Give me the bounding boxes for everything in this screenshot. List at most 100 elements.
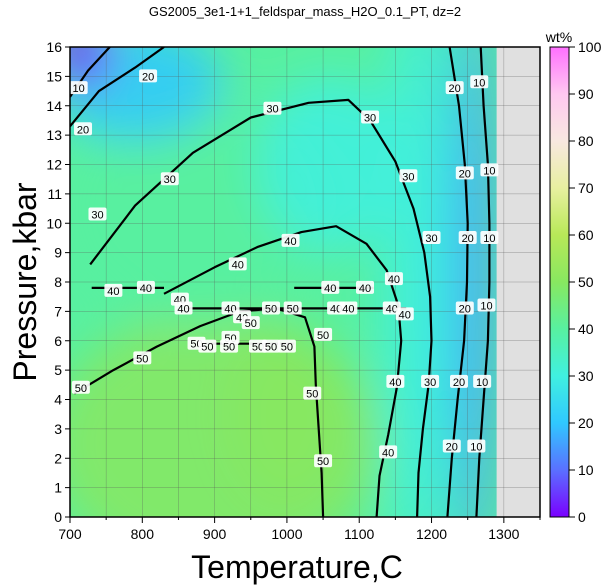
- contour-label-5: 30: [263, 101, 282, 116]
- contour-label-27: 50: [71, 380, 90, 395]
- y-tick-label-7: 7: [54, 303, 62, 319]
- y-tick-label-1: 1: [54, 480, 62, 496]
- contour-line-20-9: [70, 47, 165, 127]
- colorbar-tick-100: 100: [578, 39, 602, 55]
- y-tick-label-3: 3: [54, 421, 62, 437]
- contour-label-39: 50: [314, 327, 333, 342]
- contour-label-text: 50: [252, 342, 264, 354]
- contour-label-box: [386, 374, 405, 388]
- contour-label-box: [384, 272, 403, 286]
- contour-label-47: 10: [467, 439, 486, 454]
- contour-label-text: 50: [136, 353, 148, 365]
- contour-label-11: 40: [281, 233, 300, 248]
- contour-label-box: [314, 327, 333, 341]
- contour-label-text: 40: [140, 283, 152, 295]
- contour-label-box: [88, 207, 107, 221]
- contour-label-box: [421, 374, 440, 388]
- contour-label-text: 30: [424, 377, 436, 389]
- contour-label-6: 30: [361, 110, 380, 125]
- contour-label-text: 50: [223, 342, 235, 354]
- contour-label-35: 50: [220, 339, 239, 354]
- contour-label-box: [480, 230, 499, 244]
- contour-label-12: 40: [384, 272, 403, 286]
- contour-label-box: [70, 81, 88, 95]
- contour-label-text: 40: [330, 303, 342, 315]
- colorbar-tick-50: 50: [578, 274, 594, 290]
- contour-label-text: 40: [342, 303, 354, 315]
- contour-label-34: 50: [198, 339, 217, 354]
- contour-label-text: 50: [265, 342, 277, 354]
- y-tick-label-16: 16: [46, 39, 62, 55]
- colorbar-tick-40: 40: [578, 321, 594, 337]
- contour-label-box: [160, 172, 179, 186]
- contour-label-text: 10: [480, 301, 492, 313]
- contour-label-20: 40: [174, 301, 193, 315]
- contour-label-box: [356, 280, 375, 294]
- contour-label-box: [455, 301, 474, 315]
- contour-label-18: 40: [321, 280, 340, 295]
- contour-label-text: 20: [453, 377, 465, 389]
- contour-label-box: [455, 166, 474, 180]
- colorbar-ticks: 0 10 20 30 40 50 60 70 80 90 100: [569, 39, 602, 525]
- contour-label-box: [477, 298, 496, 312]
- contour-label-0: 10: [70, 81, 88, 95]
- x-tick-label-1200: 1200: [416, 526, 447, 542]
- contour-label-text: 40: [324, 283, 336, 295]
- contour-label-30: 50: [283, 301, 302, 315]
- contour-label-text: 20: [462, 233, 474, 245]
- contour-label-box: [480, 163, 499, 177]
- contour-label-box: [470, 75, 489, 89]
- contour-label-text: 10: [476, 377, 488, 389]
- contour-label-text: 20: [459, 303, 471, 315]
- contour-label-box: [104, 283, 123, 297]
- contour-label-box: [303, 386, 322, 400]
- contour-label-box: [241, 316, 260, 330]
- contour-label-13: 40: [386, 374, 405, 389]
- contour-label-box: [133, 351, 152, 365]
- contour-label-text: 20: [449, 83, 461, 95]
- chart-title: GS2005_3e1-1+1_feldspar_mass_H2O_0.1_PT,…: [149, 4, 461, 19]
- contour-label-box: [321, 280, 340, 294]
- contour-label-text: 30: [364, 113, 376, 125]
- contour-label-text: 50: [317, 456, 329, 468]
- colorbar-tick-70: 70: [578, 180, 594, 196]
- contour-label-16: 40: [136, 280, 155, 295]
- contour-label-box: [442, 439, 461, 453]
- y-axis-label: Pressure,kbar: [7, 182, 43, 382]
- contour-label-box: [395, 307, 414, 321]
- contour-label-text: 40: [232, 259, 244, 271]
- contour-label-box: [198, 339, 217, 353]
- contour-label-box: [399, 169, 418, 183]
- contour-label-text: 40: [359, 283, 371, 295]
- colorbar-tick-20: 20: [578, 415, 594, 431]
- contour-label-box: [283, 301, 302, 315]
- contour-label-text: 50: [317, 330, 329, 342]
- contour-label-14: 40: [379, 445, 398, 459]
- contour-label-7: 30: [399, 169, 418, 183]
- contour-label-box: [71, 380, 90, 394]
- contour-label-box: [361, 110, 380, 124]
- contour-label-box: [314, 454, 333, 468]
- contour-label-2: 20: [139, 69, 158, 83]
- contour-label-text: 10: [470, 442, 482, 454]
- contour-label-text: 40: [107, 286, 119, 298]
- contour-label-19: 40: [356, 280, 375, 295]
- x-tick-label-700: 700: [58, 526, 82, 542]
- contour-label-46: 10: [473, 374, 492, 389]
- contour-label-box: [174, 301, 193, 315]
- contour-label-3: 30: [88, 207, 107, 221]
- x-tick-label-1100: 1100: [344, 526, 374, 542]
- colorbar-tick-30: 30: [578, 368, 594, 384]
- y-tick-label-9: 9: [54, 245, 62, 261]
- contour-label-text: 10: [73, 83, 85, 95]
- contour-label-28: 50: [133, 351, 152, 365]
- y-tick-label-11: 11: [47, 186, 62, 202]
- contour-label-15: 40: [104, 283, 123, 298]
- contour-label-9: 30: [421, 374, 440, 389]
- contour-label-text: 30: [425, 233, 437, 245]
- colorbar: wt% 0 10 20 30 40 50 60 70 80 90 100: [545, 29, 602, 525]
- colorbar-label: wt%: [545, 29, 572, 45]
- contour-label-45: 10: [477, 298, 496, 313]
